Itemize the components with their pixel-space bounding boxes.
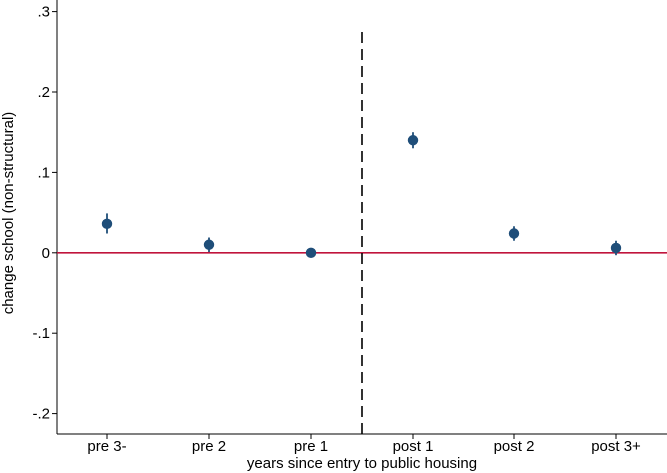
axes: -.2 -.1 0 .1 .2 .3 pre 3- pre 2 pre 1 post 1 post … <box>32 0 667 455</box>
y-tick-label: .2 <box>37 84 50 101</box>
data-point <box>407 135 419 146</box>
x-axis-label: years since entry to public housing <box>247 455 477 472</box>
data-points <box>101 132 622 258</box>
data-point <box>508 228 520 239</box>
x-tick-label: post 3+ <box>591 438 641 455</box>
y-tick-label: -.1 <box>32 325 50 342</box>
x-tick-label: post 2 <box>494 438 535 455</box>
data-point <box>203 239 215 250</box>
x-tick-label: post 1 <box>393 438 434 455</box>
data-point <box>305 247 317 258</box>
y-tick-label: -.2 <box>32 406 50 423</box>
x-tick-label: pre 1 <box>294 438 328 455</box>
x-tick-label: pre 2 <box>192 438 226 455</box>
y-tick-label: 0 <box>42 245 50 262</box>
y-tick-label: .3 <box>37 4 50 21</box>
x-tick-label: pre 3- <box>87 438 126 455</box>
data-point <box>610 242 622 254</box>
y-axis-label: change school (non-structural) <box>0 112 17 315</box>
y-tick-label: .1 <box>37 164 50 181</box>
data-point <box>101 218 113 230</box>
reference-lines <box>57 32 667 434</box>
